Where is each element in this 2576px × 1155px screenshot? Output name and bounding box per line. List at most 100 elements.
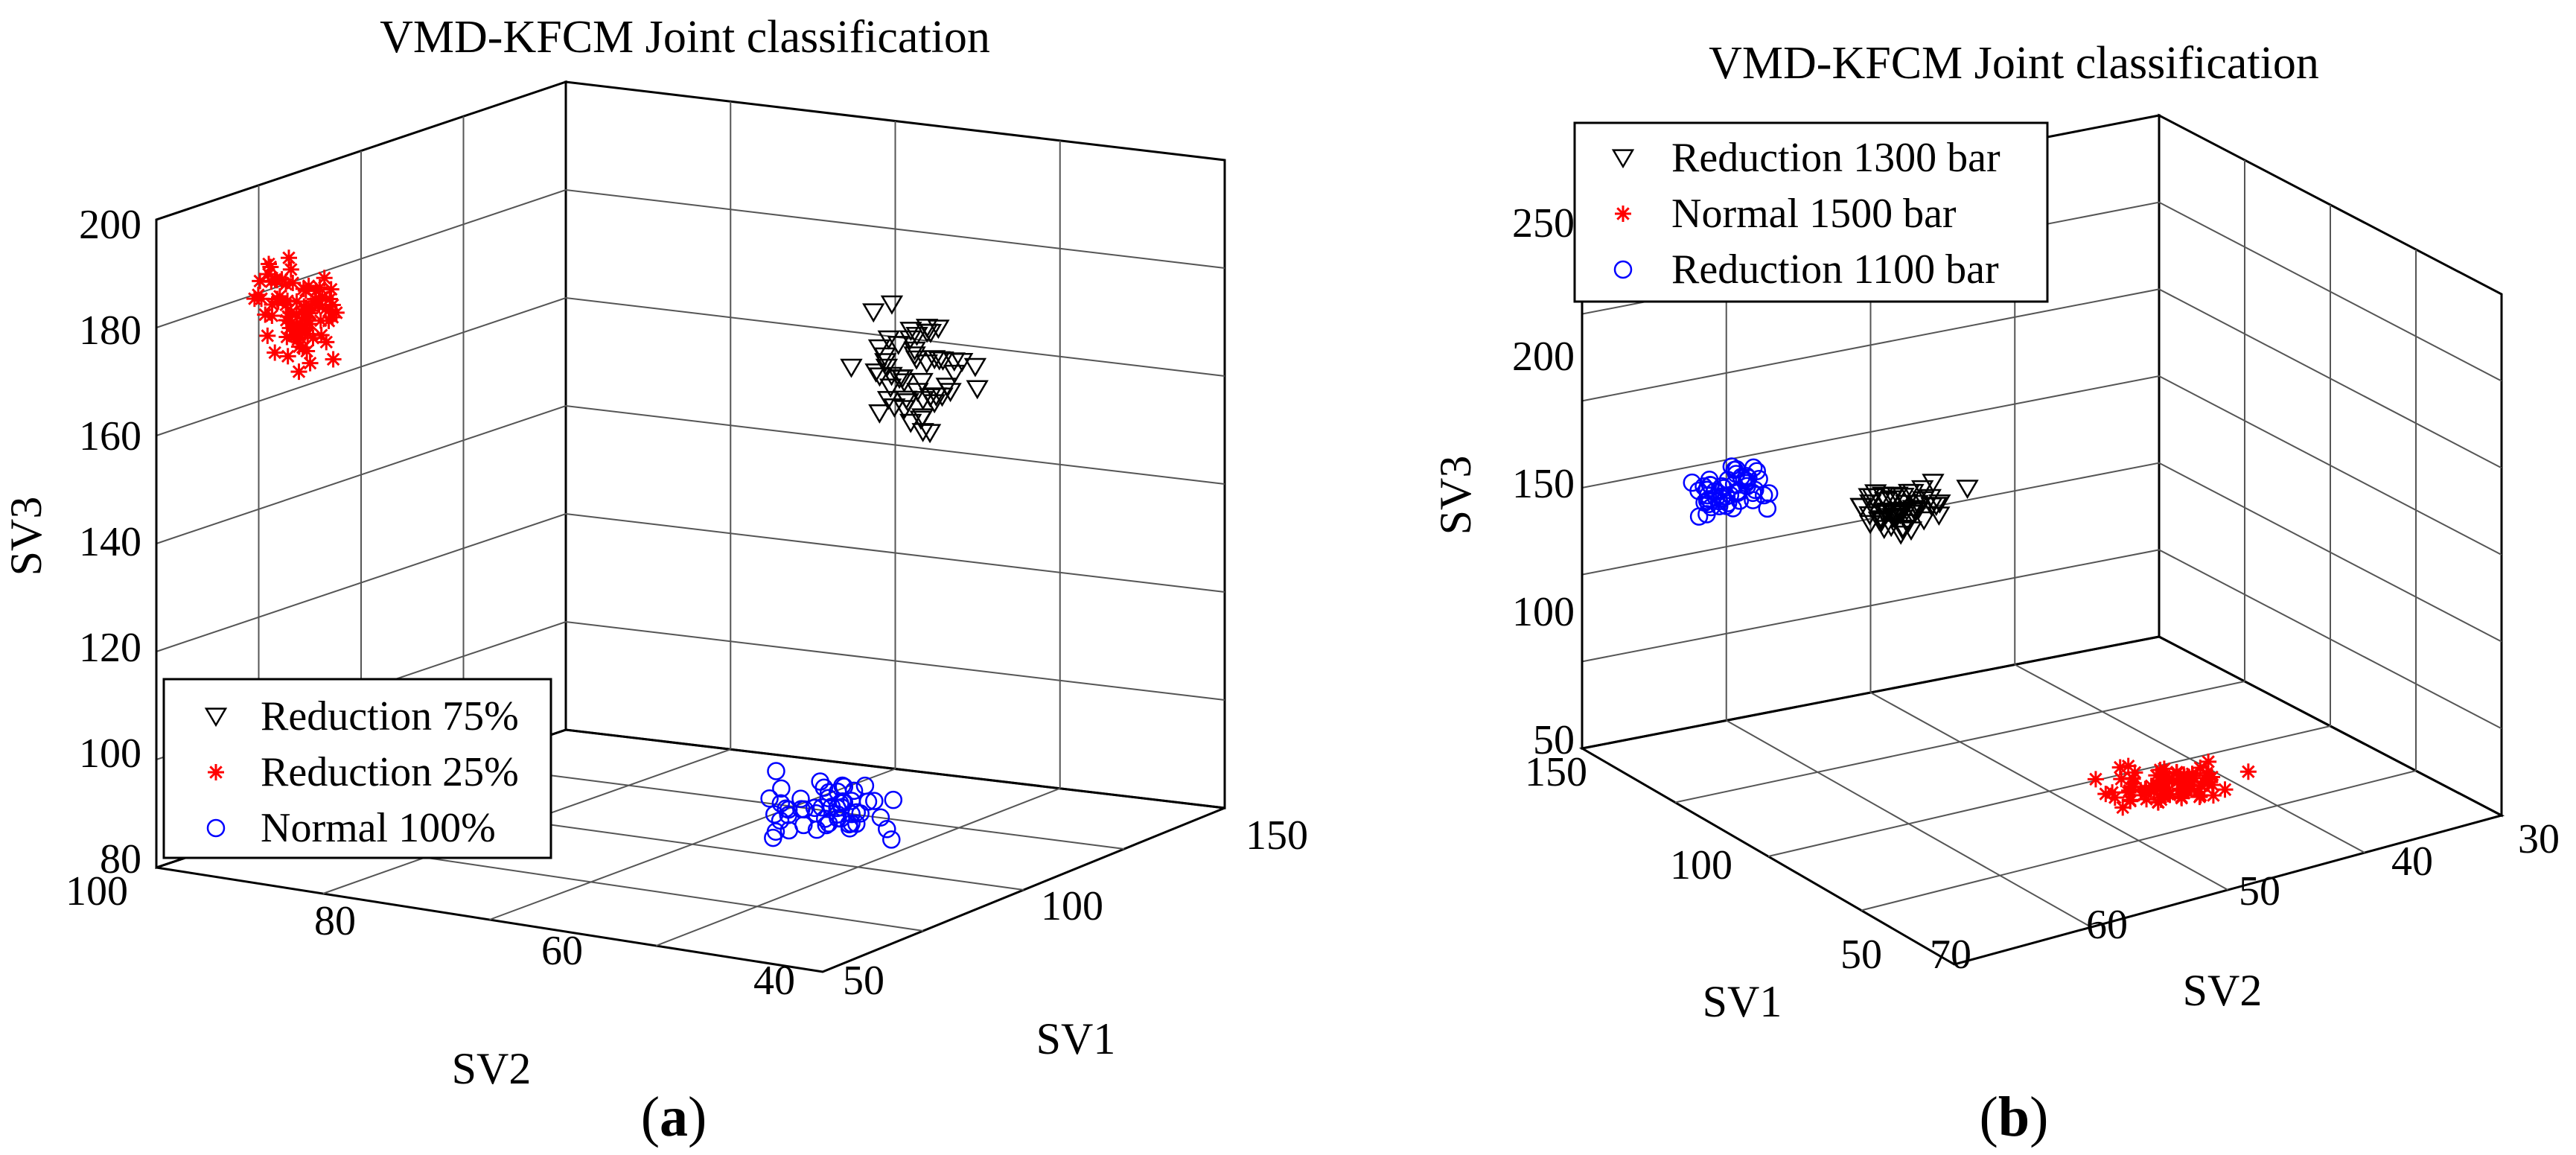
legend-entry: Reduction 1100 bar: [1613, 246, 1999, 293]
circle-point: [1737, 474, 1756, 493]
triangle-point: [1859, 494, 1882, 514]
x-tick-label: 100: [1041, 883, 1103, 929]
star-point: [284, 275, 302, 292]
y-tick-label: 100: [66, 868, 128, 914]
circle-point: [835, 777, 854, 796]
legend-label: Reduction 1100 bar: [1671, 246, 1999, 293]
star-point: [2239, 763, 2257, 780]
y-tick-label: 70: [1930, 932, 1971, 978]
triangle-point: [1901, 505, 1924, 524]
triangle-point: [922, 350, 946, 370]
z-gridline: [1581, 549, 2502, 730]
z-gridline: [156, 404, 1225, 544]
star-point: [2137, 780, 2154, 798]
y-axis-label-a: SV2: [452, 1044, 532, 1093]
star-point: [281, 319, 299, 337]
triangle-point: [935, 378, 958, 398]
star-point: [271, 287, 288, 305]
triangle-point: [1956, 480, 1979, 500]
triangle-point: [918, 424, 942, 444]
triangle-point: [905, 350, 928, 370]
legend-marker-circle: [1613, 260, 1633, 279]
star-point: [2177, 778, 2194, 795]
star-point: [322, 281, 339, 298]
z-tick-label: 250: [1512, 200, 1575, 246]
z-tick-label: 100: [1512, 589, 1575, 635]
circle-point: [865, 792, 884, 810]
triangle-point: [919, 388, 942, 408]
x-tick-label: 50: [843, 958, 884, 1004]
star-point: [267, 344, 284, 361]
triangle-point: [864, 363, 887, 383]
star-point: [263, 273, 280, 290]
legend-label: Reduction 1300 bar: [1671, 135, 2000, 181]
z-tick-label: 200: [79, 202, 141, 248]
triangle-point: [873, 347, 896, 367]
triangle-point: [1911, 480, 1934, 500]
star-point: [2106, 789, 2123, 806]
circle-point: [760, 789, 779, 808]
y-axis-label-b: SV2: [2183, 966, 2263, 1015]
series-circle: [760, 762, 903, 849]
x-tick-label: 50: [1840, 932, 1882, 978]
panel-label-a: (a): [641, 1086, 707, 1148]
circle-point: [819, 789, 838, 808]
series-triangle-down: [1849, 474, 1979, 545]
triangle-point: [1892, 519, 1915, 539]
title-a: VMD-KFCM Joint classification: [380, 12, 990, 63]
y-tick-label: 30: [2518, 816, 2560, 862]
triangle-point: [1907, 500, 1930, 521]
star-point: [300, 277, 317, 294]
circle-point: [767, 762, 785, 780]
star-point: [2172, 789, 2190, 806]
triangle-point: [887, 336, 910, 355]
triangle-point: [862, 303, 885, 323]
series-star: [246, 249, 345, 381]
triangle-point: [963, 357, 987, 378]
star-point: [264, 308, 281, 325]
circle-point: [840, 815, 858, 834]
star-point: [278, 311, 295, 328]
circle-point: [1689, 507, 1709, 526]
triangle-point: [915, 323, 939, 343]
circle-point: [1698, 486, 1718, 505]
y-tick-label: 40: [2391, 839, 2433, 885]
circle-point: [828, 805, 847, 824]
z-gridline: [156, 512, 1225, 652]
star-point: [292, 329, 309, 346]
triangle-point: [1872, 520, 1896, 540]
triangle-point: [840, 358, 863, 378]
legend-label: Normal 1500 bar: [1671, 191, 1957, 237]
circle-point: [805, 798, 824, 818]
star-point: [280, 249, 297, 267]
star-point: [267, 271, 284, 288]
triangle-point: [1889, 525, 1913, 545]
star-point: [2184, 766, 2201, 783]
star-point: [290, 363, 307, 381]
floor-gridline: [1861, 770, 2417, 911]
circle-point: [847, 814, 866, 833]
star-point: [325, 351, 342, 368]
circle-point: [871, 808, 890, 827]
star-point: [2216, 781, 2234, 798]
triangle-point: [915, 319, 939, 338]
star-point: [249, 287, 267, 304]
triangle-point: [895, 390, 918, 410]
circle-point: [817, 815, 836, 835]
circle-point: [814, 778, 834, 797]
circle-point: [1744, 491, 1762, 509]
star-point: [294, 339, 311, 356]
triangle-point: [1849, 497, 1872, 518]
z-ticks-a: 200 180 160 140 120 100 80: [79, 202, 141, 882]
x-tick-label: 100: [1670, 842, 1732, 888]
triangle-point: [1858, 515, 1882, 535]
z-axis-label-a: SV3: [1, 497, 51, 576]
circle-point: [1683, 473, 1702, 492]
star-point: [2161, 786, 2178, 804]
circle-point: [772, 779, 791, 798]
circle-point: [828, 783, 847, 801]
star-point: [2126, 764, 2143, 781]
legend-marker-triangle: [204, 707, 228, 728]
triangle-point: [1880, 490, 1904, 510]
